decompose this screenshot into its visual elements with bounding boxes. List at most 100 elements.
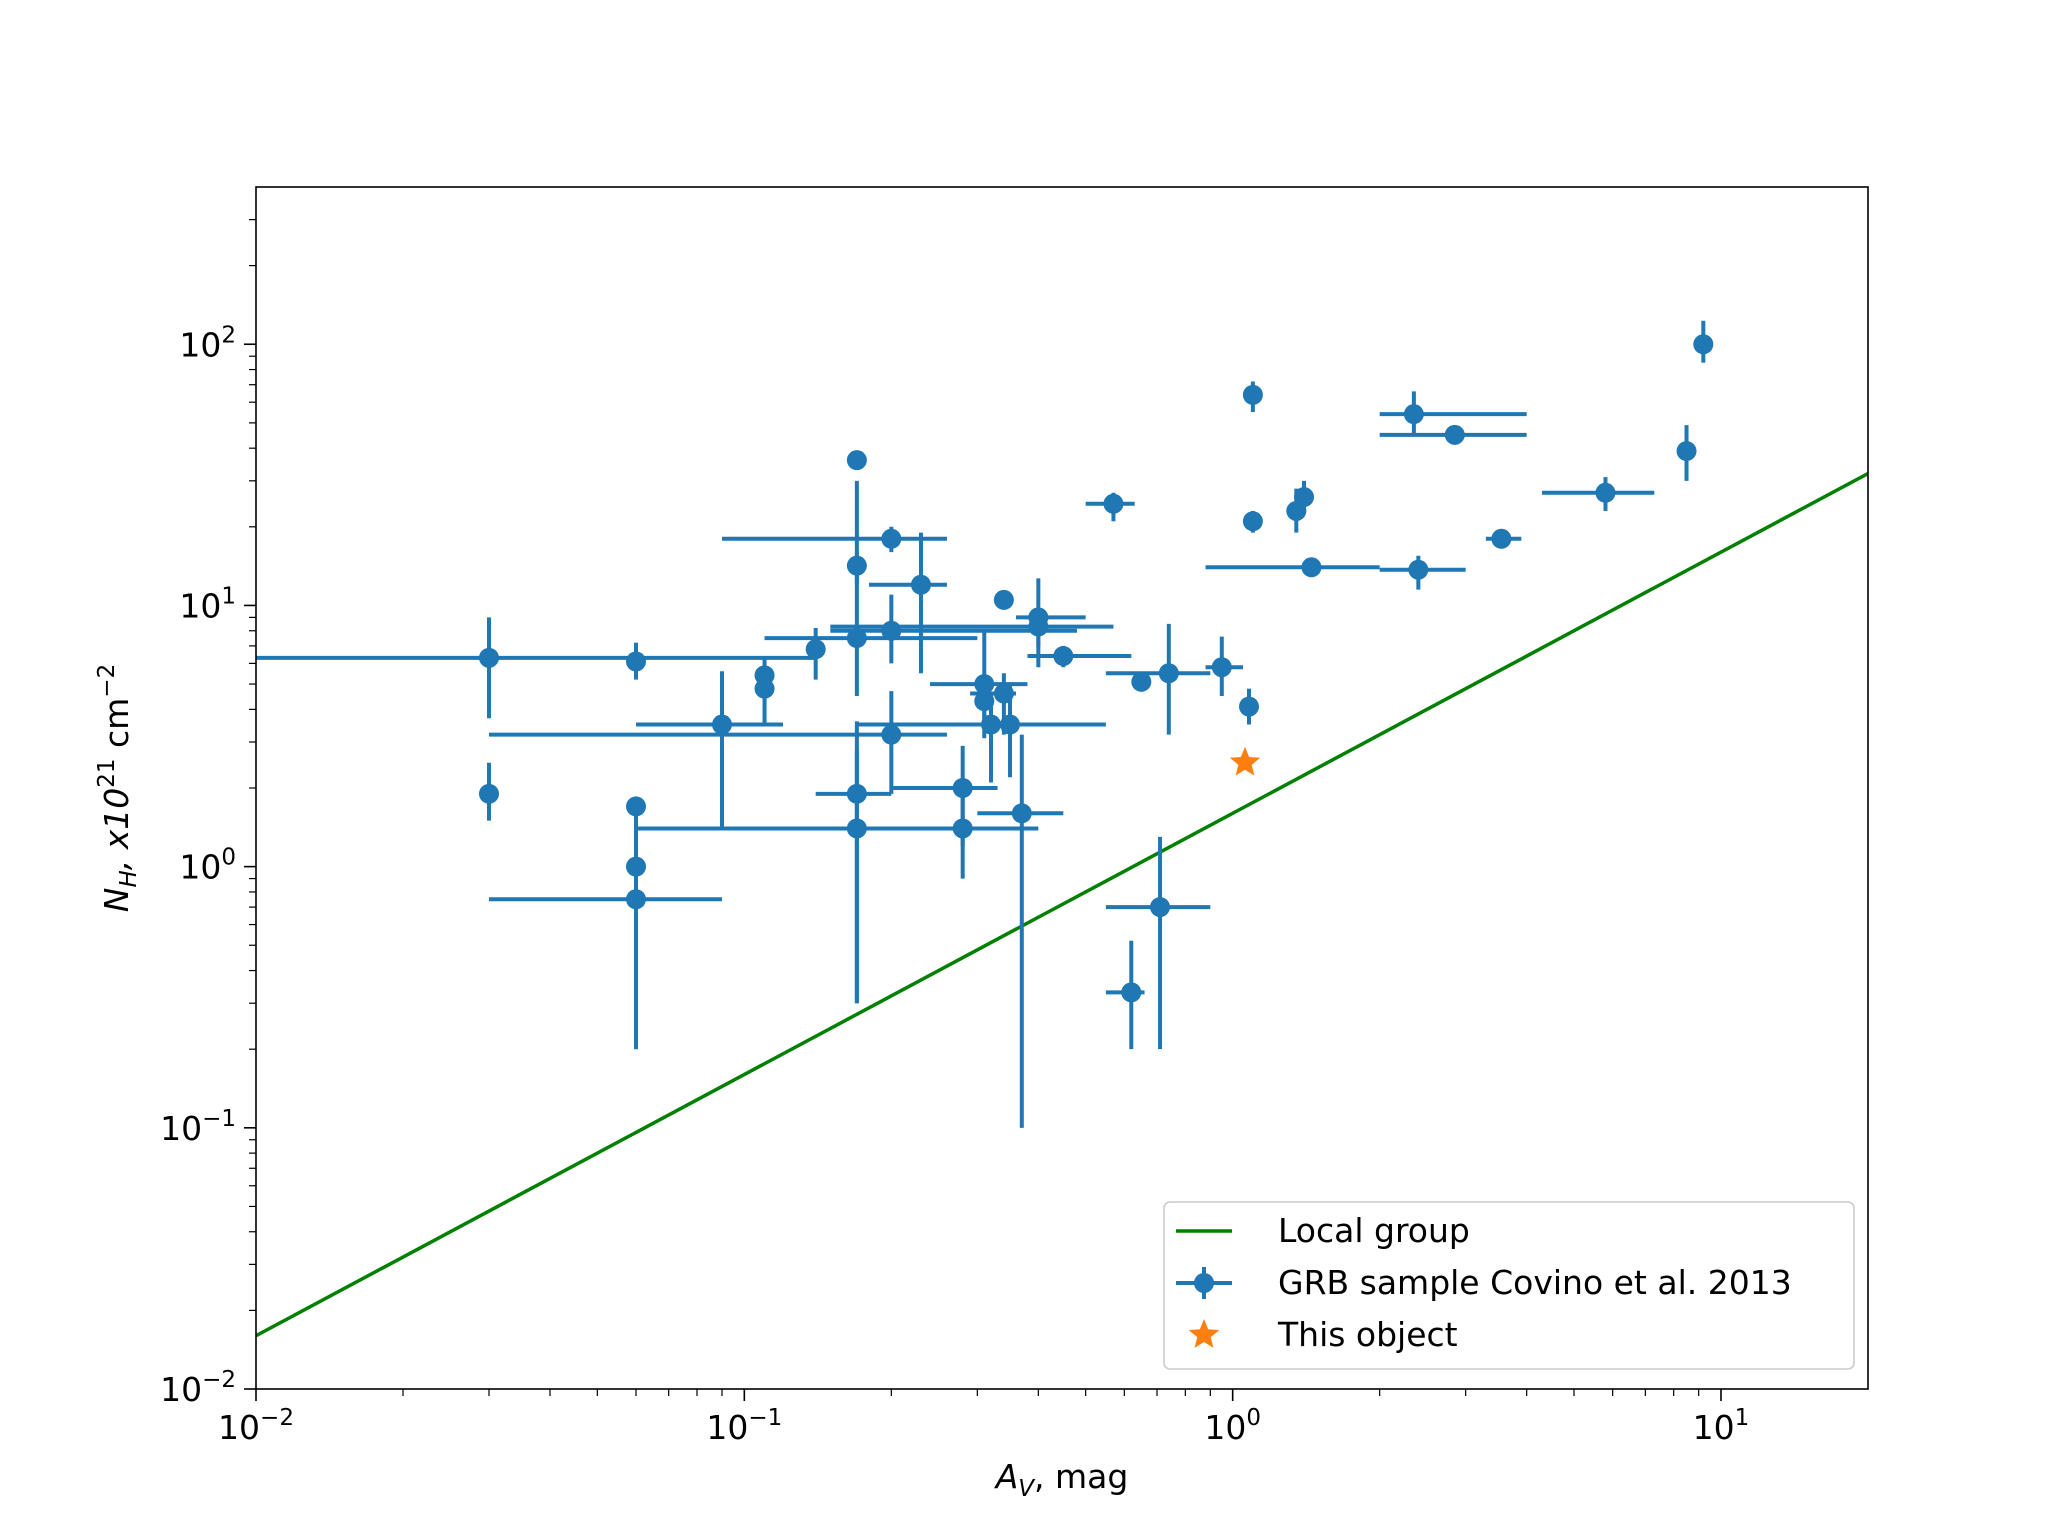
grb-point (488, 691, 947, 794)
local-group-line (256, 471, 1868, 1338)
grb-marker (1676, 441, 1697, 462)
grb-marker (881, 528, 902, 549)
x-axis-label: AV, mag (994, 1457, 1129, 1502)
grb-point (721, 526, 947, 553)
grb-marker (1103, 493, 1124, 514)
grb-point (1242, 510, 1263, 533)
grb-marker (1491, 528, 1512, 549)
grb-marker (846, 450, 867, 471)
legend: Local group GRB sample Covino et al. 201… (1163, 1201, 1855, 1370)
grb-point (846, 450, 867, 471)
grb-point (1085, 492, 1135, 522)
grb-point (856, 684, 1106, 778)
grb-point (1693, 320, 1714, 363)
grb-marker (1444, 424, 1465, 445)
axis-tick-labels: 10−2 10−1 100 101 10−2 10−1 100 101 102 (160, 322, 1749, 1447)
grb-marker (805, 639, 826, 660)
grb-marker (910, 574, 931, 595)
axis-ticks (244, 219, 1722, 1401)
grb-point (635, 671, 783, 829)
grb-point (1105, 940, 1145, 1050)
grb-point (754, 671, 775, 725)
grb-point (977, 734, 1064, 1128)
grb-marker (1408, 559, 1429, 580)
grb-point (1105, 623, 1211, 735)
legend-grb-swatch (1176, 1267, 1232, 1299)
grb-marker (625, 796, 646, 817)
grb-point (1027, 645, 1132, 668)
grb-point (1485, 528, 1522, 549)
y-axis-label: NH, x1021 cm−2 (94, 664, 142, 912)
grb-marker (1150, 897, 1171, 918)
grb-marker (1121, 982, 1142, 1003)
grb-marker (754, 678, 775, 699)
plot-frame (255, 186, 1869, 1390)
grb-sample-points (256, 320, 1714, 1128)
grb-marker (1011, 803, 1032, 824)
this-object-star (1229, 746, 1261, 776)
grb-point (488, 836, 722, 1050)
grb-marker (846, 628, 867, 649)
grb-marker (1053, 646, 1074, 667)
grb-point (1676, 425, 1697, 481)
grb-marker (952, 818, 973, 839)
grb-point (1379, 555, 1466, 590)
grb-point (256, 617, 816, 719)
y-tick-label: 10−2 (160, 1367, 236, 1409)
grb-marker (1595, 482, 1616, 503)
grb-marker (625, 889, 646, 910)
grb-marker (881, 620, 902, 641)
grb-marker (1158, 663, 1179, 684)
grb-point (1294, 480, 1315, 511)
grb-point (764, 480, 978, 697)
grb-marker (1294, 487, 1315, 508)
legend-grb-label: GRB sample Covino et al. 2013 (1278, 1263, 1792, 1302)
grb-point (1105, 836, 1211, 1050)
x-tick-label: 10−2 (218, 1405, 294, 1447)
grb-point (1238, 688, 1259, 725)
grb-marker (881, 724, 902, 745)
legend-this-object-swatch (1188, 1319, 1220, 1348)
grb-point (478, 762, 499, 821)
grb-marker (1000, 714, 1021, 735)
grb-marker (625, 651, 646, 672)
x-tick-label: 10−1 (706, 1405, 782, 1447)
grb-point (625, 642, 646, 680)
grb-point (952, 788, 973, 879)
y-tick-label: 10−1 (160, 1106, 236, 1148)
plot-background (256, 187, 1868, 1389)
y-tick-label: 101 (179, 583, 236, 625)
grb-marker (846, 818, 867, 839)
grb-point (1379, 424, 1527, 445)
x-tick-label: 100 (1204, 1405, 1261, 1447)
grb-marker (1403, 404, 1424, 425)
legend-grb-marker (1194, 1273, 1214, 1293)
y-tick-label: 102 (179, 322, 236, 364)
x-tick-label: 101 (1693, 1405, 1750, 1447)
legend-box (1163, 1201, 1855, 1370)
legend-this-object-label: This object (1277, 1315, 1458, 1354)
grb-marker (478, 783, 499, 804)
grb-point (1542, 477, 1655, 511)
grb-marker (1131, 671, 1152, 692)
grb-marker (1238, 696, 1259, 717)
grb-point (993, 589, 1014, 610)
grb-point (1205, 636, 1244, 697)
grb-point (1379, 391, 1527, 435)
grb-point (868, 532, 947, 674)
grb-point (830, 616, 1114, 646)
grb-marker (993, 589, 1014, 610)
grb-marker (1242, 384, 1263, 405)
grb-marker (1211, 657, 1232, 678)
grb-point (1131, 671, 1152, 692)
grb-marker (1301, 557, 1322, 578)
grb-marker (478, 647, 499, 668)
grb-marker (711, 714, 732, 735)
grb-marker (1242, 511, 1263, 532)
grb-point (1205, 557, 1380, 578)
grb-marker (1693, 334, 1714, 355)
grb-marker (1028, 616, 1049, 637)
legend-local-group-label: Local group (1278, 1211, 1470, 1250)
y-tick-label: 100 (179, 845, 236, 887)
